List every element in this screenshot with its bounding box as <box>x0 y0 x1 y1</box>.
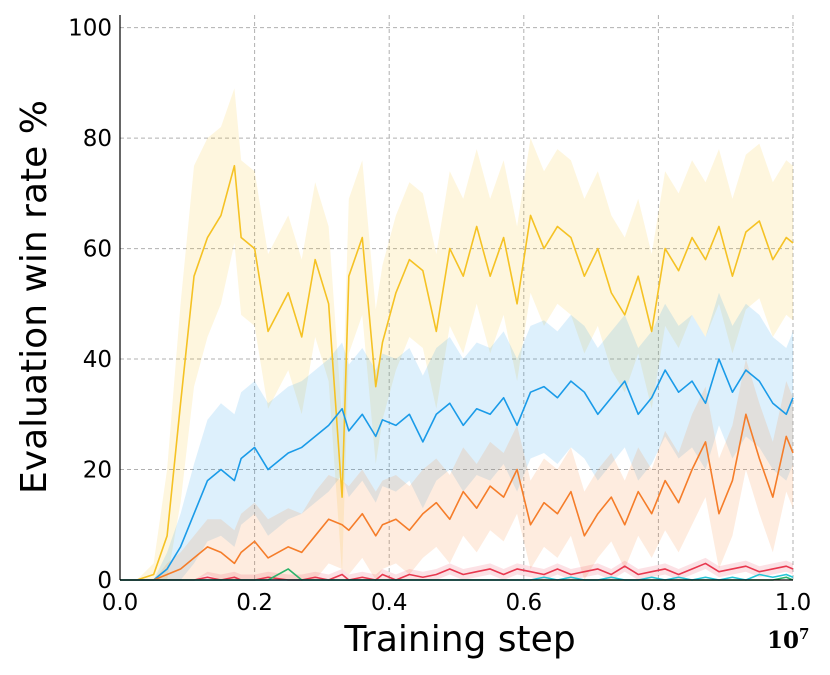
x-tick-label: 0.2 <box>236 590 273 616</box>
y-tick-label: 80 <box>83 126 112 152</box>
x-tick-label: 0.6 <box>506 590 543 616</box>
x-multiplier-base: 10 <box>767 627 799 654</box>
y-tick-label: 0 <box>97 568 112 594</box>
y-tick-label: 40 <box>83 347 112 373</box>
tick-labels: 0.0 0.2 0.4 0.6 0.8 1.0 0 20 40 60 80 100 <box>68 16 811 616</box>
y-axis-label: Evaluation win rate % <box>14 100 55 494</box>
series-line <box>120 413 794 581</box>
series-band <box>120 557 793 580</box>
series-line <box>120 164 794 581</box>
x-axis-multiplier: 107 <box>767 625 809 654</box>
series-line <box>120 358 794 581</box>
series-band <box>120 88 793 580</box>
series-line <box>120 562 794 581</box>
y-tick-label: 60 <box>83 237 112 263</box>
axes <box>119 15 793 581</box>
x-tick-label: 0.0 <box>102 590 139 616</box>
y-tick-label: 100 <box>68 16 112 42</box>
x-multiplier-exponent: 7 <box>799 625 809 643</box>
y-tick-label: 20 <box>83 458 112 484</box>
x-tick-label: 1.0 <box>775 590 812 616</box>
x-tick-label: 0.8 <box>640 590 677 616</box>
series-band <box>120 292 793 580</box>
x-tick-label: 0.4 <box>371 590 408 616</box>
x-axis-label: Training step <box>343 619 575 660</box>
